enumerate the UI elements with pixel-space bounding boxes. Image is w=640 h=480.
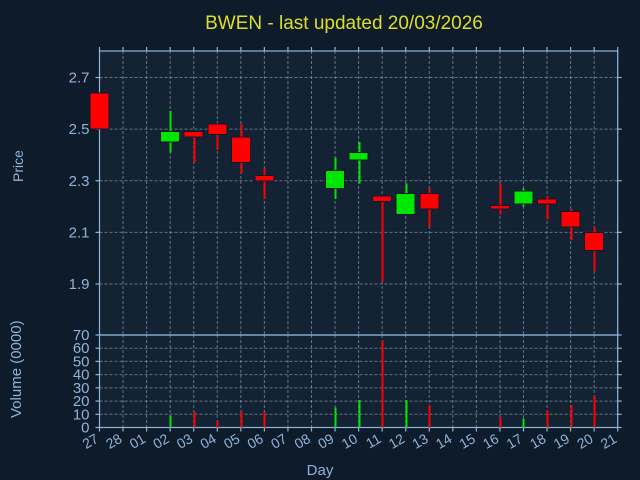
svg-text:2.1: 2.1 (69, 224, 90, 241)
svg-text:2.5: 2.5 (69, 121, 90, 138)
svg-text:2.7: 2.7 (69, 70, 90, 87)
svg-text:70: 70 (73, 327, 90, 344)
svg-text:1.9: 1.9 (69, 276, 90, 293)
svg-text:2.3: 2.3 (69, 173, 90, 190)
